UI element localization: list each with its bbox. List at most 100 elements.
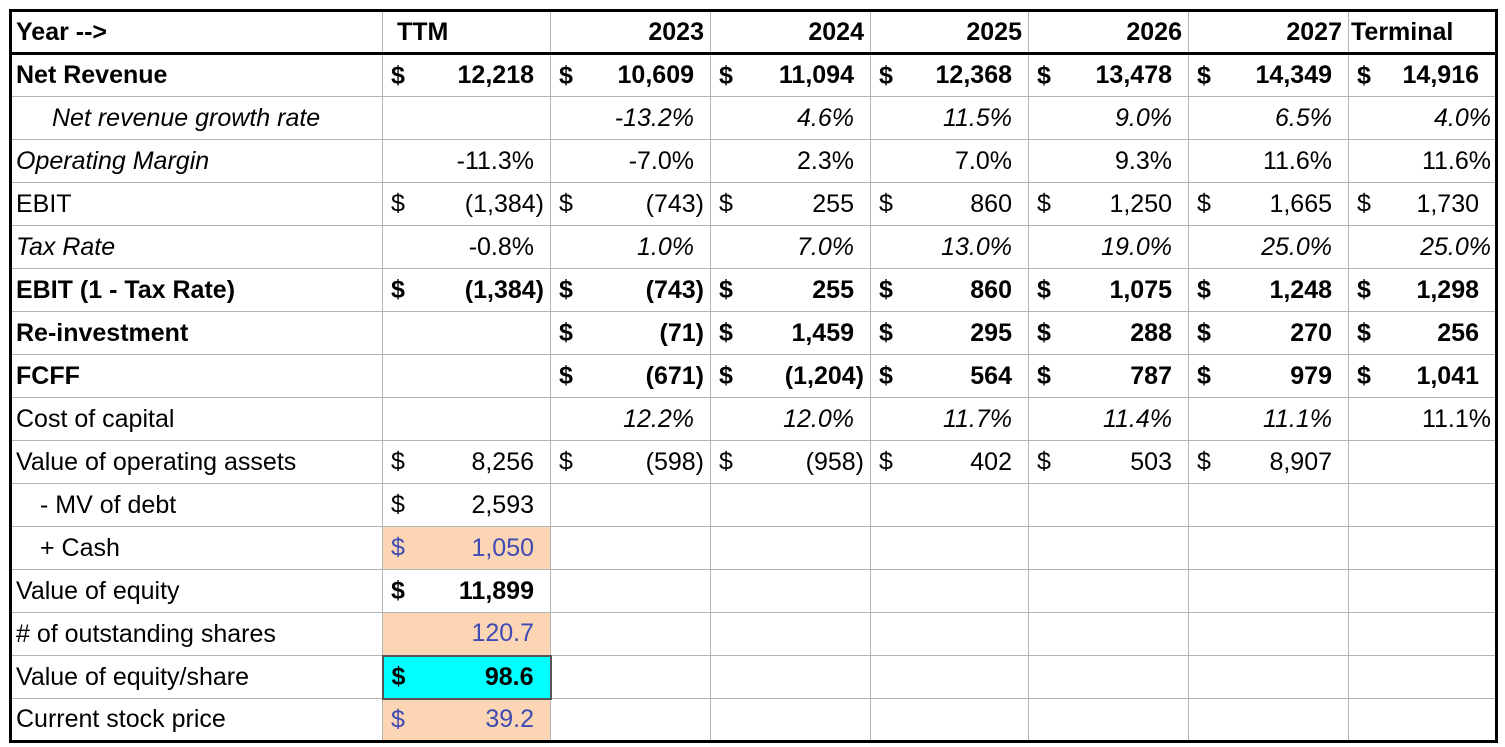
- cell-empty[interactable]: [1028, 698, 1189, 742]
- value-2026[interactable]: $787: [1028, 354, 1189, 398]
- ttm-value[interactable]: $39.2: [382, 698, 551, 742]
- cell-empty[interactable]: [1188, 698, 1349, 742]
- value-2023[interactable]: -7.0%: [550, 139, 711, 183]
- row-label[interactable]: Net revenue growth rate: [10, 96, 383, 140]
- header-year-2026[interactable]: 2026: [1028, 10, 1189, 55]
- cell-empty[interactable]: [1028, 655, 1189, 699]
- value-2023[interactable]: $ (671): [550, 354, 711, 398]
- cell-empty[interactable]: [710, 698, 871, 742]
- cell-empty[interactable]: [870, 526, 1029, 570]
- value-2027[interactable]: 25.0%: [1188, 225, 1349, 269]
- value-2025[interactable]: 13.0%: [870, 225, 1029, 269]
- ttm-value[interactable]: $8,256: [382, 440, 551, 484]
- row-label[interactable]: Value of equity: [10, 569, 383, 613]
- ttm-cell-empty[interactable]: [382, 96, 551, 140]
- value-2023[interactable]: 1.0%: [550, 225, 711, 269]
- value-2026[interactable]: 11.4%: [1028, 397, 1189, 441]
- cell-empty[interactable]: [870, 698, 1029, 742]
- ttm-value[interactable]: 120.7: [382, 612, 551, 656]
- row-label[interactable]: Net Revenue: [10, 53, 383, 97]
- ttm-value[interactable]: $2,593: [382, 483, 551, 527]
- ttm-cell-empty[interactable]: [382, 311, 551, 355]
- cell-empty[interactable]: [870, 655, 1029, 699]
- header-year-2027[interactable]: 2027: [1188, 10, 1349, 55]
- cell-empty[interactable]: [1348, 612, 1497, 656]
- value-2026[interactable]: 19.0%: [1028, 225, 1189, 269]
- value-2024[interactable]: $255: [710, 268, 871, 312]
- value-2025[interactable]: $295: [870, 311, 1029, 355]
- value-2025[interactable]: 11.7%: [870, 397, 1029, 441]
- row-label[interactable]: EBIT (1 - Tax Rate): [10, 268, 383, 312]
- value-2025[interactable]: $860: [870, 268, 1029, 312]
- cell-empty[interactable]: [550, 526, 711, 570]
- row-label[interactable]: FCFF: [10, 354, 383, 398]
- row-label[interactable]: - MV of debt: [10, 483, 383, 527]
- value-2027[interactable]: $270: [1188, 311, 1349, 355]
- value-2024[interactable]: $11,094: [710, 53, 871, 97]
- value-2025[interactable]: 7.0%: [870, 139, 1029, 183]
- cell-empty[interactable]: [1028, 526, 1189, 570]
- value-terminal[interactable]: 11.6%: [1348, 139, 1497, 183]
- cell-empty[interactable]: [550, 569, 711, 613]
- row-label[interactable]: Current stock price: [10, 698, 383, 742]
- value-2024[interactable]: 4.6%: [710, 96, 871, 140]
- value-2024[interactable]: $255: [710, 182, 871, 226]
- cell-empty[interactable]: [550, 612, 711, 656]
- cell-empty[interactable]: [1348, 526, 1497, 570]
- value-2023[interactable]: $ (71): [550, 311, 711, 355]
- cell-empty[interactable]: [1348, 569, 1497, 613]
- row-label[interactable]: Value of operating assets: [10, 440, 383, 484]
- ttm-cell-empty[interactable]: [382, 354, 551, 398]
- value-2027[interactable]: $1,248: [1188, 268, 1349, 312]
- cell-empty[interactable]: [870, 483, 1029, 527]
- cell-empty[interactable]: [870, 569, 1029, 613]
- value-2024[interactable]: $ (1,204): [710, 354, 871, 398]
- cell-empty[interactable]: [550, 698, 711, 742]
- cell-empty[interactable]: [1188, 612, 1349, 656]
- row-label[interactable]: Operating Margin: [10, 139, 383, 183]
- cell-empty[interactable]: [1028, 483, 1189, 527]
- cell-empty[interactable]: [1028, 569, 1189, 613]
- value-terminal[interactable]: $1,041: [1348, 354, 1497, 398]
- row-label[interactable]: Re-investment: [10, 311, 383, 355]
- header-terminal[interactable]: Terminal: [1348, 10, 1497, 55]
- ttm-value[interactable]: -11.3%: [382, 139, 551, 183]
- value-2023[interactable]: $10,609: [550, 53, 711, 97]
- value-2026[interactable]: 9.0%: [1028, 96, 1189, 140]
- header-label[interactable]: Year -->: [10, 10, 383, 55]
- header-year-2024[interactable]: 2024: [710, 10, 871, 55]
- row-label[interactable]: Tax Rate: [10, 225, 383, 269]
- value-2024[interactable]: $ (958): [710, 440, 871, 484]
- ttm-value[interactable]: $ (1,384): [382, 182, 551, 226]
- value-terminal[interactable]: 11.1%: [1348, 397, 1497, 441]
- value-2026[interactable]: $1,250: [1028, 182, 1189, 226]
- value-2026[interactable]: $503: [1028, 440, 1189, 484]
- value-2026[interactable]: $13,478: [1028, 53, 1189, 97]
- value-2026[interactable]: $1,075: [1028, 268, 1189, 312]
- value-2023[interactable]: $ (598): [550, 440, 711, 484]
- ttm-value[interactable]: $1,050: [382, 526, 551, 570]
- cell-empty[interactable]: [1348, 698, 1497, 742]
- cell-empty[interactable]: [1188, 526, 1349, 570]
- value-terminal[interactable]: $1,298: [1348, 268, 1497, 312]
- value-2024[interactable]: 2.3%: [710, 139, 871, 183]
- header-year-2023[interactable]: 2023: [550, 10, 711, 55]
- value-2023[interactable]: $ (743): [550, 182, 711, 226]
- value-2027[interactable]: 11.6%: [1188, 139, 1349, 183]
- ttm-cell-empty[interactable]: [382, 397, 551, 441]
- cell-empty[interactable]: [550, 483, 711, 527]
- value-2025[interactable]: $402: [870, 440, 1029, 484]
- ttm-value[interactable]: $98.6: [381, 654, 552, 700]
- value-2027[interactable]: $979: [1188, 354, 1349, 398]
- header-ttm[interactable]: TTM: [382, 10, 551, 55]
- value-2027[interactable]: $8,907: [1188, 440, 1349, 484]
- value-2026[interactable]: $288: [1028, 311, 1189, 355]
- cell-empty[interactable]: [1028, 612, 1189, 656]
- value-terminal[interactable]: $256: [1348, 311, 1497, 355]
- value-2027[interactable]: 11.1%: [1188, 397, 1349, 441]
- value-2023[interactable]: 12.2%: [550, 397, 711, 441]
- cell-empty[interactable]: [710, 526, 871, 570]
- value-terminal[interactable]: 4.0%: [1348, 96, 1497, 140]
- value-2023[interactable]: $ (743): [550, 268, 711, 312]
- cell-empty[interactable]: [550, 655, 711, 699]
